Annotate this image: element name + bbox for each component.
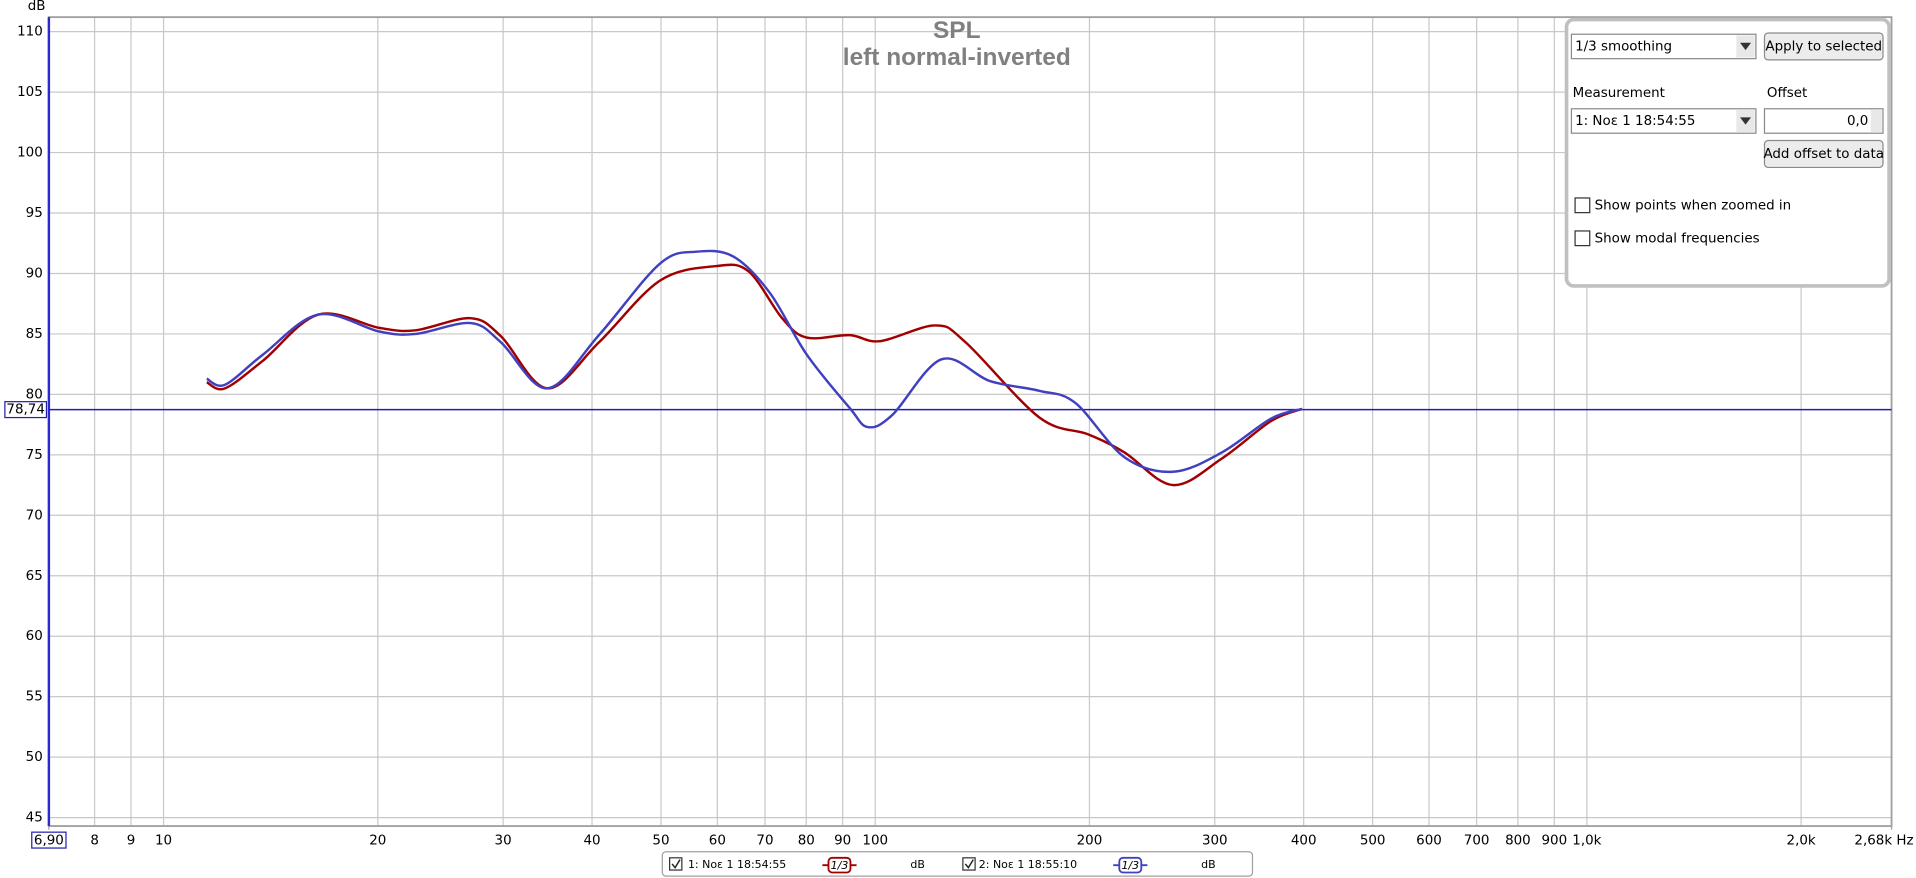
legend-unit: dB [1201, 858, 1216, 871]
y-tick-label: 80 [26, 387, 43, 402]
y-tick-label: 105 [17, 85, 43, 100]
legend-smoothing-box[interactable] [1118, 856, 1143, 874]
x-tick-label: 2,0k [1787, 834, 1816, 849]
x-tick-label: 8 [90, 834, 99, 849]
x-tick-label: 100 [862, 834, 888, 849]
y-tick-label: 75 [26, 448, 43, 463]
measurement-dropdown[interactable] [1570, 108, 1757, 134]
y-tick-label: 110 [17, 25, 43, 40]
dropdown-arrow [1740, 42, 1752, 51]
legend-check [964, 859, 974, 869]
x-tick-label: 40 [583, 834, 600, 849]
y-tick-label: 70 [26, 508, 43, 523]
x-tick-label: 200 [1077, 834, 1103, 849]
checkbox[interactable] [1574, 197, 1591, 214]
y-tick-label: 55 [26, 690, 43, 705]
checkbox[interactable] [1574, 230, 1591, 247]
x-tick-label: 2,68k Hz [1854, 834, 1913, 849]
checkbox-label: Show modal frequencies [1595, 231, 1760, 246]
x-edge-box [31, 831, 67, 849]
y-tick-label: 45 [26, 811, 43, 826]
legend-checkbox[interactable] [669, 857, 683, 871]
y-tick-label: 85 [26, 327, 43, 342]
x-tick-label: 80 [798, 834, 815, 849]
x-tick-label: 6,90 [34, 834, 64, 849]
x-tick-label: 20 [369, 834, 386, 849]
x-tick-label: 400 [1291, 834, 1317, 849]
smoothing-value: 1/3 smoothing [1575, 39, 1672, 54]
x-tick-label: 10 [155, 834, 172, 849]
apply-button[interactable] [1763, 32, 1884, 61]
offset-label: Offset [1767, 86, 1807, 101]
legend-smoothing: 1/3 [1121, 859, 1139, 872]
legend-smoothing-box[interactable] [827, 856, 852, 874]
x-tick-label: 30 [495, 834, 512, 849]
cursor-label-box [4, 401, 48, 419]
x-tick-label: 900 [1541, 834, 1567, 849]
legend-name: 1: Νοε 1 18:54:55 [688, 858, 786, 871]
x-tick-label: 1,0k [1572, 834, 1601, 849]
x-tick-label: 70 [756, 834, 773, 849]
checkbox-label: Show points when zoomed in [1595, 198, 1792, 213]
x-tick-label: 50 [652, 834, 669, 849]
legend-name: 2: Νοε 1 18:55:10 [979, 858, 1077, 871]
y-tick-label: 50 [26, 750, 43, 765]
y-tick-label: 65 [26, 569, 43, 584]
grid: 45 50 55 60 65 70 75 80 85 90 95 100 105 110 6,90 8 9 10 2… [17, 17, 1914, 849]
legend-frame [661, 851, 1254, 877]
cursor-label: 78,74 [6, 403, 44, 418]
chart-title: SPL [933, 17, 981, 44]
add-offset-button-label: Add offset to data [1763, 147, 1884, 162]
measurement-label: Measurement [1573, 86, 1665, 101]
chart-subtitle: left normal-inverted [843, 44, 1071, 71]
smoothing-dropdown[interactable] [1570, 33, 1757, 60]
apply-button-label: Apply to selected [1765, 39, 1882, 54]
x-tick-label: 500 [1360, 834, 1386, 849]
dropdown-arrow [1740, 117, 1752, 125]
control-panel: 1/3 smoothing Apply to selected Measurem… [1564, 17, 1891, 288]
x-tick-label: 300 [1202, 834, 1228, 849]
x-tick-label: 9 [127, 834, 136, 849]
y-tick-label: 95 [26, 206, 43, 221]
legend-smoothing: 1/3 [831, 859, 849, 872]
legend: 1: Νοε 1 18:54:55 1/3 dB 2: Νοε 1 18:55:10 1… [661, 851, 1254, 877]
offset-input[interactable] [1763, 108, 1884, 134]
legend-check [671, 859, 681, 869]
panel-frame [1564, 17, 1891, 288]
y-tick-label: 60 [26, 629, 43, 644]
y-tick-label: 100 [17, 146, 43, 161]
lines: 78,74 [4, 249, 1892, 487]
spinner[interactable] [1870, 109, 1882, 132]
x-tick-label: 60 [709, 834, 726, 849]
y-tick-label: 90 [26, 266, 43, 281]
add-offset-button[interactable] [1763, 139, 1884, 169]
offset-value: 0,0 [1847, 114, 1868, 129]
y-axis-label: dB [28, 0, 46, 14]
measurement-value: 1: Νοε 1 18:54:55 [1575, 114, 1695, 129]
x-tick-label: 600 [1416, 834, 1442, 849]
x-tick-label: 800 [1505, 834, 1531, 849]
legend-unit: dB [910, 858, 925, 871]
series-line [206, 249, 1303, 474]
x-tick-label: 90 [834, 834, 851, 849]
x-tick-label: 700 [1464, 834, 1490, 849]
